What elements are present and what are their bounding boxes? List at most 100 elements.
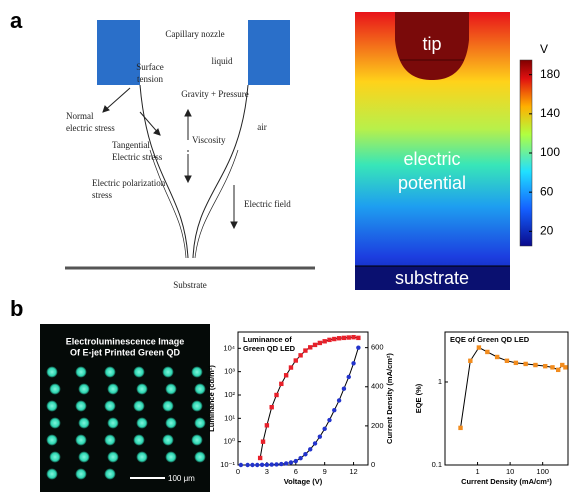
data-point	[284, 373, 288, 377]
y2-tick-label: 400	[371, 382, 384, 391]
data-point	[556, 368, 560, 372]
y-axis-label: Luminance (cd/m²)	[207, 365, 216, 432]
data-point	[347, 375, 351, 379]
el-dot	[50, 384, 61, 395]
chart-title: Green QD LED	[243, 344, 296, 353]
el-dot	[76, 367, 87, 378]
map-label: potential	[398, 173, 466, 193]
el-dot	[76, 469, 87, 480]
data-point	[351, 335, 355, 339]
el-dot	[195, 384, 206, 395]
data-point	[303, 452, 307, 456]
y-tick-label: 10³	[224, 367, 235, 376]
el-dot	[166, 452, 177, 463]
y2-tick-label: 600	[371, 343, 384, 352]
x-tick-label: 3	[265, 467, 269, 476]
data-point	[294, 358, 298, 362]
el-dot	[105, 435, 116, 446]
el-dot	[105, 401, 116, 412]
el-dot	[79, 384, 90, 395]
data-point	[322, 427, 326, 431]
el-dot	[163, 435, 174, 446]
y2-tick-label: 200	[371, 421, 384, 430]
diagram-label: Substrate	[173, 280, 207, 290]
panel-label: b	[10, 296, 23, 321]
data-point	[514, 361, 518, 365]
data-point	[308, 447, 312, 451]
data-point	[495, 355, 499, 359]
data-point	[289, 460, 293, 464]
data-point	[279, 382, 283, 386]
el-dot	[79, 418, 90, 429]
data-point	[313, 441, 317, 445]
data-point	[239, 463, 243, 467]
y2-axis-label: Current Density (mA/cm²)	[385, 353, 394, 444]
diagram-label: Surface	[136, 62, 163, 72]
diagram-label: Gravity + Pressure	[181, 89, 249, 99]
el-dot	[137, 452, 148, 463]
y-tick-label: 10²	[224, 390, 235, 399]
data-point	[318, 341, 322, 345]
el-dot	[134, 401, 145, 412]
ejet-diagram	[65, 20, 315, 268]
data-point	[477, 345, 481, 349]
figure: a Capillary nozzle liquid Surface tensio…	[0, 0, 574, 494]
y-tick-label: 1	[438, 377, 442, 386]
data-point	[250, 463, 254, 467]
data-point	[458, 426, 462, 430]
data-point	[255, 463, 259, 467]
x-axis-label: Voltage (V)	[284, 477, 323, 486]
data-point	[563, 365, 567, 369]
diagram-label: stress	[92, 190, 112, 200]
data-point	[258, 456, 262, 460]
y-tick-label: 10¹	[224, 413, 235, 422]
data-point	[505, 359, 509, 363]
el-dot	[50, 418, 61, 429]
data-point	[298, 353, 302, 357]
data-point	[342, 387, 346, 391]
el-dot	[192, 401, 203, 412]
el-dot	[47, 401, 58, 412]
data-point	[270, 405, 274, 409]
data-point	[543, 364, 547, 368]
y-axis-label: EQE (%)	[414, 383, 423, 413]
el-dot	[50, 452, 61, 463]
map-label: tip	[422, 34, 441, 54]
colorbar-tick-label: 140	[540, 106, 560, 120]
el-dot	[134, 435, 145, 446]
x-tick-label: 0	[236, 467, 240, 476]
data-point	[303, 348, 307, 352]
el-dot	[76, 401, 87, 412]
data-point	[265, 423, 269, 427]
data-point	[337, 398, 341, 402]
x-tick-label: 1	[475, 467, 479, 476]
el-dot	[47, 469, 58, 480]
el-dot	[195, 418, 206, 429]
el-dot	[47, 435, 58, 446]
data-point	[523, 362, 527, 366]
data-point	[322, 339, 326, 343]
diagram-label: tension	[137, 74, 163, 84]
data-point	[284, 461, 288, 465]
diagram-label: electric stress	[66, 123, 115, 133]
y-tick-label: 10⁰	[224, 437, 235, 446]
y-tick-label: 10⁴	[223, 343, 235, 352]
data-point	[245, 463, 249, 467]
data-point	[270, 462, 274, 466]
diagram-label: Electric field	[244, 199, 291, 209]
y2-tick-label: 0	[371, 460, 375, 469]
el-dot	[163, 367, 174, 378]
diagram-label: Electric polarization	[92, 178, 166, 188]
data-point	[274, 462, 278, 466]
el-dot	[192, 367, 203, 378]
el-dot	[105, 367, 116, 378]
data-point	[261, 439, 265, 443]
y-tick-label: 10⁻¹	[220, 460, 235, 469]
data-point	[318, 434, 322, 438]
el-dot	[105, 469, 116, 480]
map-label: electric	[403, 149, 460, 169]
colorbar-tick-label: 180	[540, 67, 560, 81]
diagram-label: Normal	[66, 111, 94, 121]
data-point	[468, 359, 472, 363]
el-dot	[166, 418, 177, 429]
